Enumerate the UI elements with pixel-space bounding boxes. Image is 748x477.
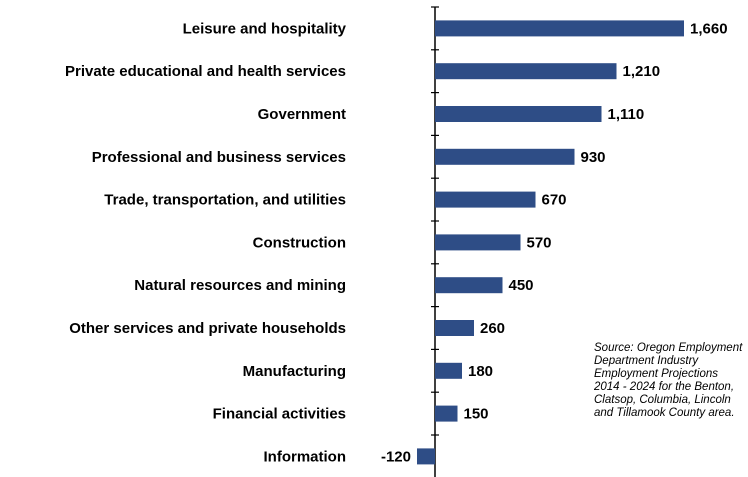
value-label: 260 bbox=[480, 320, 505, 337]
value-label: 570 bbox=[527, 234, 552, 251]
bar bbox=[435, 234, 521, 251]
value-label: 150 bbox=[464, 406, 489, 423]
category-label: Trade, transportation, and utilities bbox=[104, 192, 346, 209]
value-label: 1,660 bbox=[690, 20, 728, 37]
category-label: Construction bbox=[253, 234, 346, 251]
value-label: 670 bbox=[542, 192, 567, 209]
category-label: Manufacturing bbox=[243, 363, 346, 380]
bar bbox=[435, 320, 474, 336]
value-label: -120 bbox=[381, 448, 411, 465]
category-label: Government bbox=[258, 106, 346, 123]
value-label: 930 bbox=[581, 149, 606, 166]
bar bbox=[435, 405, 458, 422]
category-label: Professional and business services bbox=[92, 149, 346, 166]
category-label: Information bbox=[264, 448, 347, 465]
bar bbox=[435, 20, 684, 37]
source-note: Source: Oregon Employment Department Ind… bbox=[594, 342, 743, 419]
value-label: 1,210 bbox=[623, 63, 661, 80]
category-label: Financial activities bbox=[213, 406, 346, 423]
bar bbox=[435, 362, 462, 379]
value-label: 1,110 bbox=[608, 106, 645, 123]
bar bbox=[417, 448, 435, 465]
bar bbox=[435, 63, 617, 80]
bar bbox=[435, 277, 503, 294]
value-label: 180 bbox=[468, 363, 493, 380]
category-label: Other services and private households bbox=[69, 320, 346, 337]
category-label: Leisure and hospitality bbox=[183, 20, 347, 37]
category-label: Natural resources and mining bbox=[134, 277, 346, 294]
category-label: Private educational and health services bbox=[65, 63, 346, 80]
bar bbox=[435, 148, 575, 165]
bar bbox=[435, 191, 536, 208]
value-label: 450 bbox=[509, 277, 534, 294]
bar bbox=[435, 106, 602, 122]
